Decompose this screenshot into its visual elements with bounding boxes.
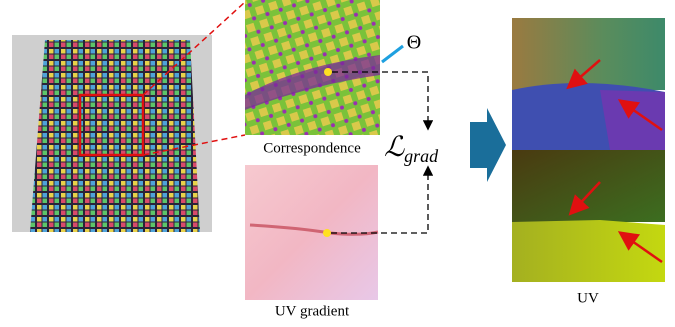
photo <box>12 35 212 232</box>
uv-image <box>512 18 665 282</box>
loss-symbol: ℒ <box>384 132 405 163</box>
caption: Correspondence <box>263 140 361 156</box>
point <box>324 68 332 76</box>
big-arrow <box>470 108 506 182</box>
loss: ℒgrad <box>384 132 439 166</box>
point <box>323 229 331 237</box>
uv-gradient-image <box>245 165 378 300</box>
caption: UV gradient <box>275 303 350 319</box>
figure: Θ Correspondence UV gradient ℒgrad UV <box>0 0 675 327</box>
theta: Θ <box>407 32 421 54</box>
loss-subscript: grad <box>404 146 439 166</box>
theta-pointer <box>382 46 403 62</box>
caption: UV <box>577 290 599 306</box>
